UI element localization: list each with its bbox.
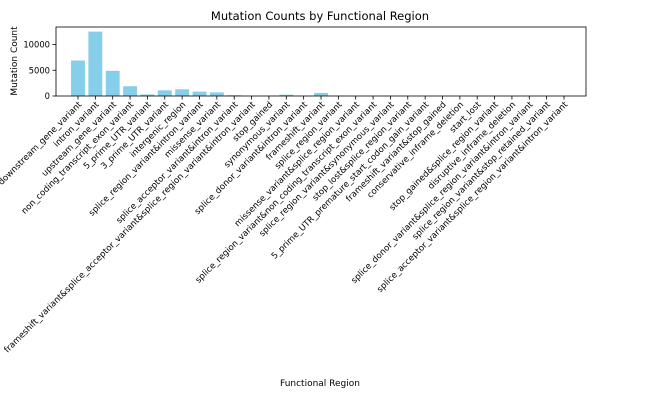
bar-3-prime-utr-variant [157, 90, 172, 96]
x-axis-label: Functional Region [280, 379, 360, 389]
bar-missense-variant [209, 92, 224, 96]
chart-title: Mutation Counts by Functional Region [211, 9, 429, 23]
bar-frameshift-variant [314, 92, 328, 96]
y-axis-ticks: 0 5000 10000 [23, 40, 56, 101]
y-tick-label: 0 [45, 91, 50, 101]
bar-intron-variant [88, 31, 103, 97]
bar-intergenic-region [175, 89, 190, 96]
bar-downstream-gene-variant [71, 60, 85, 96]
y-tick-label: 5000 [29, 65, 50, 75]
bar-5-prime-utr-variant [140, 94, 155, 96]
bars-group [71, 31, 571, 97]
bar-splice-region-variant-intron-variant [192, 91, 207, 96]
y-axis-label: Mutation Count [10, 26, 20, 96]
bar-non-coding-transcript-exon-variant [123, 86, 138, 96]
plot-frame [55, 26, 587, 97]
y-tick-label: 10000 [23, 40, 50, 50]
axes-frame [55, 26, 587, 97]
bar-synonymous-variant [279, 94, 294, 96]
bar-upstream-gene-variant [105, 70, 120, 96]
x-axis-ticks: downstream_gene_variantintron_variantups… [0, 96, 571, 355]
